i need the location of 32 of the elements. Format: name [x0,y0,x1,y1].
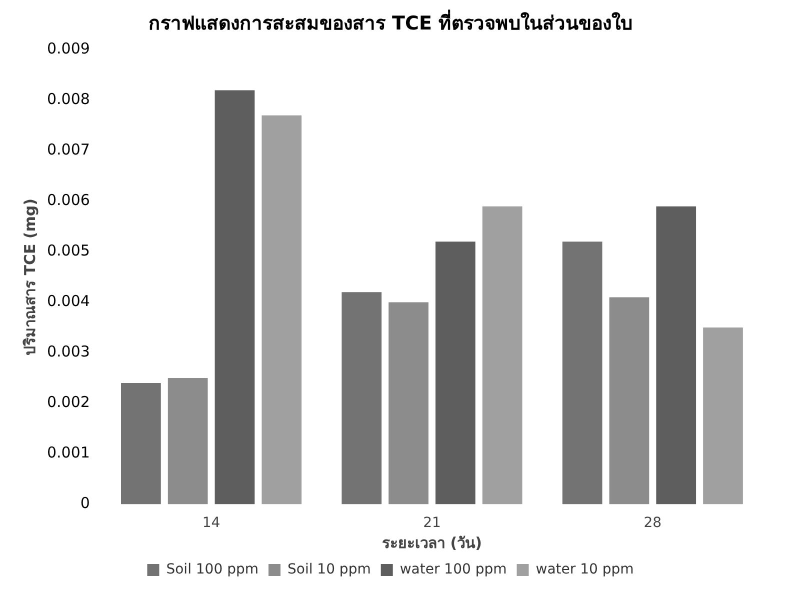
y-tick-label: 0.003 [46,342,90,361]
y-tick-label: 0 [80,494,90,512]
bar [435,242,476,504]
bar [214,90,255,504]
y-tick-label: 0.004 [46,292,90,310]
bar [388,302,428,504]
bar [656,206,696,504]
x-tick-label: 14 [202,515,220,532]
x-axis-title: ระยะเวลา (วัน) [382,534,482,552]
y-tick-label: 0.006 [46,191,90,210]
bar [121,383,161,504]
bar [342,292,382,504]
bar [482,206,522,504]
x-tick-label: 28 [644,515,662,532]
y-axis-title: ปริมาณสาร TCE (mg) [20,198,39,356]
y-tick-label: 0.007 [46,140,90,159]
bar [168,378,208,504]
y-tick-label: 0.005 [46,242,90,260]
y-tick-label: 0.009 [46,40,90,58]
x-tick-label: 21 [423,515,441,532]
chart-title: กราฟแสดงการสะสมของสาร TCE ที่ตรวจพบในส่วนของใบ [148,9,633,34]
y-tick-label: 0.001 [46,444,90,462]
y-tick-label: 0.008 [46,90,90,108]
legend-label: water 10 ppm [536,562,634,578]
legend-label: Soil 10 ppm [287,562,371,578]
bar [703,327,743,504]
bar [609,297,650,504]
legend-label: water 100 ppm [400,562,507,578]
bar [562,242,602,504]
legend-label: Soil 100 ppm [166,562,258,578]
bar [262,115,302,504]
y-tick-label: 0.002 [46,393,90,412]
